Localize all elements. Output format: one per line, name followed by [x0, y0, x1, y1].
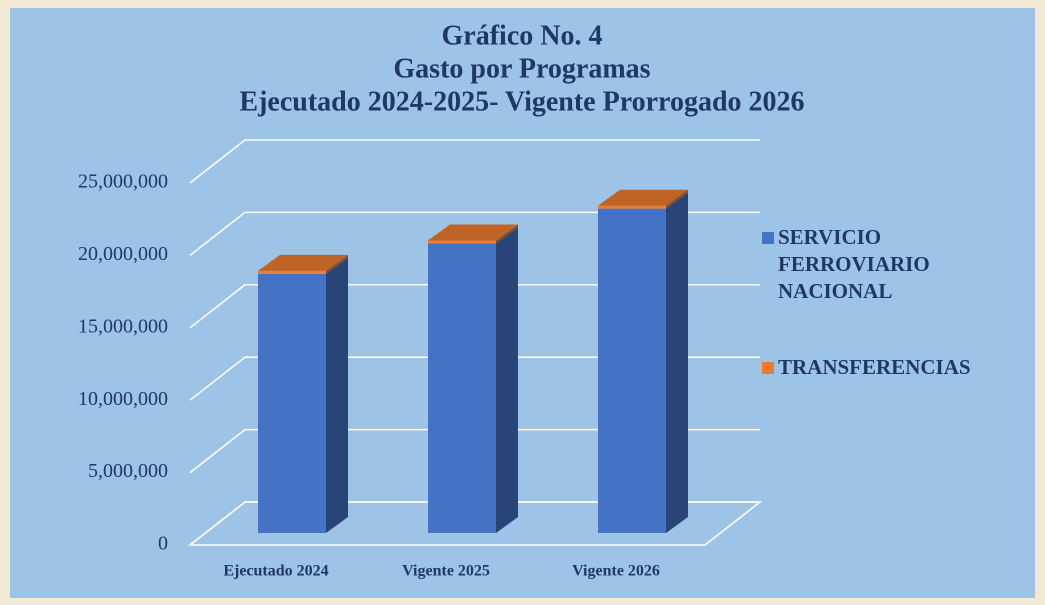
- grid-line: [189, 428, 760, 474]
- x-tick-label: Vigente 2026: [572, 563, 660, 580]
- legend-swatch: [762, 232, 774, 244]
- chart-title: Gráfico No. 4: [442, 20, 603, 51]
- bar-front: [428, 240, 496, 244]
- bar-side: [496, 227, 518, 533]
- bar-top: [598, 189, 688, 206]
- grid-line: [189, 501, 760, 546]
- chart-title: Gasto por Programas: [393, 53, 650, 84]
- chart-title: Ejecutado 2024-2025- Vigente Prorrogado …: [239, 86, 804, 117]
- grid-line: [189, 211, 760, 256]
- bar-front: [258, 270, 326, 274]
- bar-front: [598, 205, 666, 209]
- bar-side: [326, 257, 348, 533]
- bar-side: [666, 189, 688, 209]
- x-tick-label: Vigente 2025: [402, 563, 490, 580]
- grid-line: [189, 139, 760, 184]
- y-tick-label: 20,000,000: [78, 243, 168, 265]
- y-tick-label: 0: [158, 533, 168, 555]
- y-tick-label: 15,000,000: [78, 315, 168, 337]
- bar-front: [428, 243, 496, 533]
- legend-swatch: [762, 362, 774, 374]
- y-tick-label: 10,000,000: [78, 388, 168, 410]
- legend-label: SERVICIO FERROVIARIO NACIONAL: [778, 225, 930, 303]
- bar-top: [428, 224, 518, 241]
- bar-side: [496, 224, 518, 244]
- y-tick-label: 25,000,000: [78, 171, 168, 193]
- chart-area: [10, 8, 1035, 598]
- x-tick-label: Ejecutado 2024: [223, 563, 328, 580]
- bar-top: [258, 254, 348, 271]
- grid-line: [189, 356, 760, 401]
- y-tick-label: 5,000,000: [88, 460, 168, 482]
- bar-front: [258, 273, 326, 533]
- bar-front: [598, 208, 666, 533]
- grid-line: [189, 284, 760, 329]
- bar-side: [326, 254, 348, 274]
- legend-label: TRANSFERENCIAS: [778, 355, 971, 379]
- bar-side: [666, 192, 688, 533]
